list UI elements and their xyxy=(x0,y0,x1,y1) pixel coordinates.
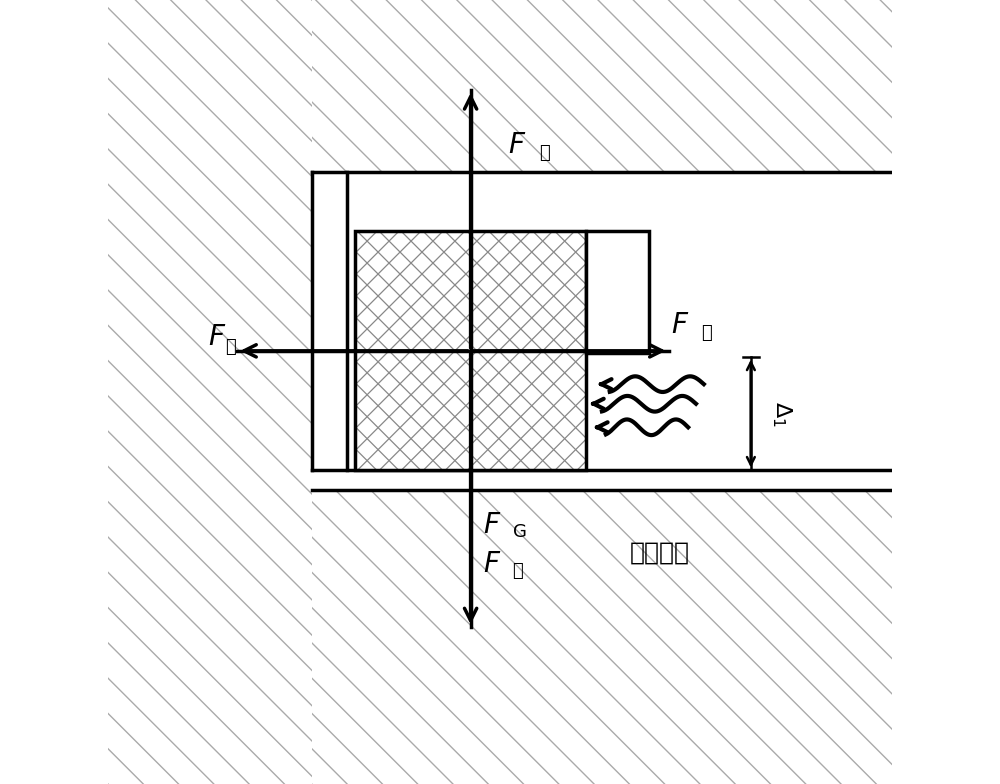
Text: 侧: 侧 xyxy=(226,338,236,355)
Bar xyxy=(108,0,312,784)
Bar xyxy=(312,0,892,172)
Bar xyxy=(586,231,649,353)
Bar xyxy=(355,231,586,470)
Bar xyxy=(312,172,347,470)
Text: F: F xyxy=(508,131,524,159)
Bar xyxy=(347,172,892,470)
Text: 底: 底 xyxy=(513,562,523,579)
Bar xyxy=(312,470,892,784)
Text: 推: 推 xyxy=(701,325,711,342)
Text: F: F xyxy=(483,550,499,579)
Text: 浮: 浮 xyxy=(539,144,550,162)
Bar xyxy=(586,231,649,353)
Text: F: F xyxy=(208,323,224,351)
Text: $\Delta_1$: $\Delta_1$ xyxy=(770,401,794,426)
Bar xyxy=(312,470,892,784)
Text: F: F xyxy=(671,311,687,339)
Bar xyxy=(312,0,892,172)
Bar xyxy=(355,231,586,470)
Text: G: G xyxy=(513,523,526,540)
Text: F: F xyxy=(483,511,499,539)
Bar xyxy=(312,470,892,490)
Text: 气流方向: 气流方向 xyxy=(629,541,689,564)
Bar xyxy=(108,0,312,784)
Bar xyxy=(355,231,586,470)
